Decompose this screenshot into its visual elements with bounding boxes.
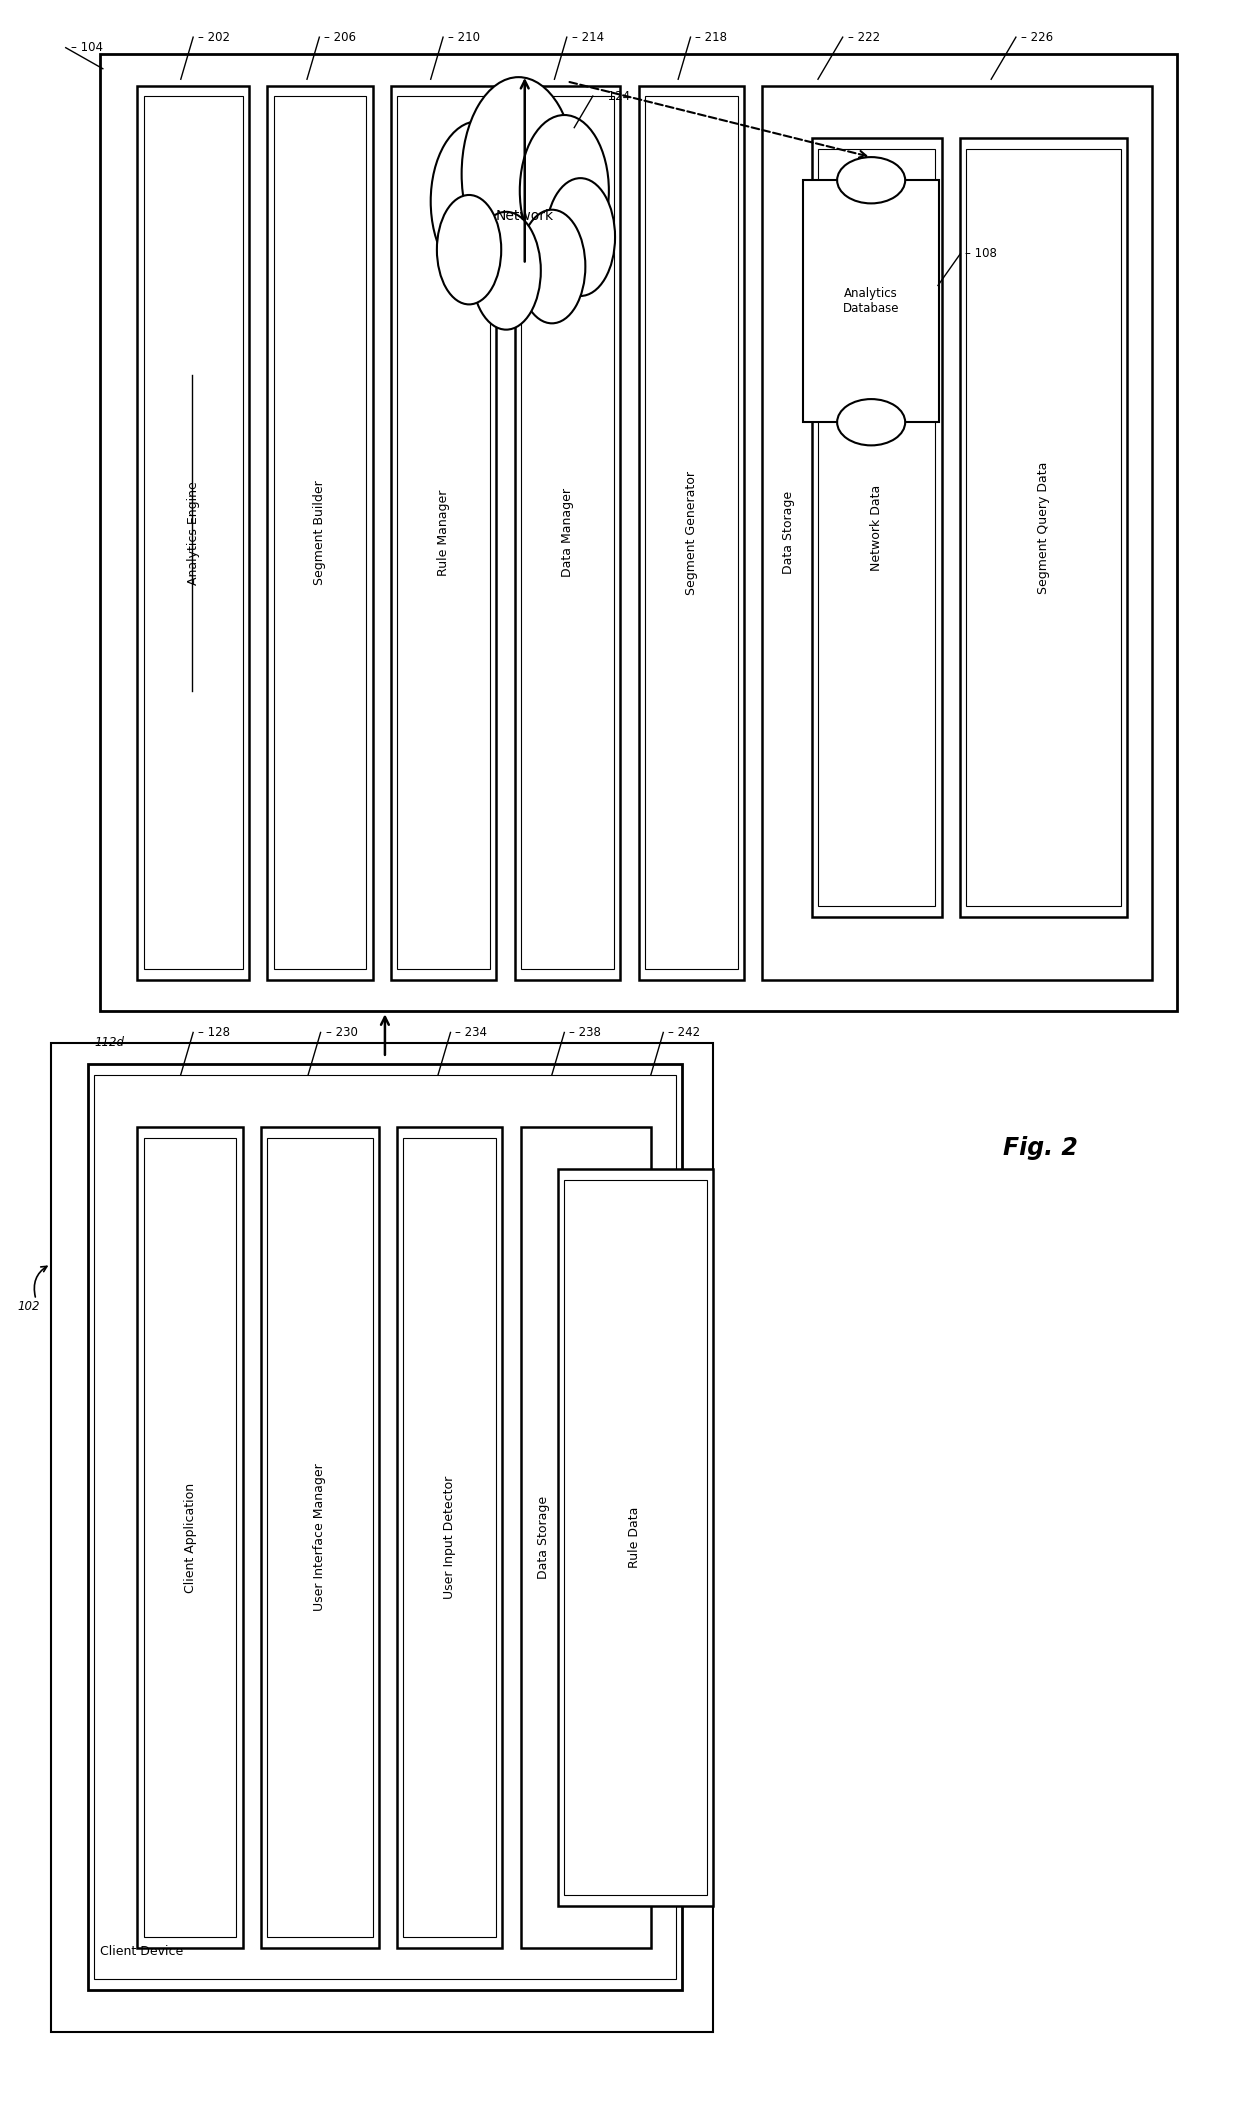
Bar <box>94 1075 676 1978</box>
Bar <box>812 139 941 917</box>
Text: – 214: – 214 <box>572 32 604 44</box>
Text: Data Storage: Data Storage <box>781 491 795 575</box>
Bar <box>144 1138 237 1936</box>
Text: Rule Data: Rule Data <box>629 1507 641 1568</box>
Text: Analytics
Database: Analytics Database <box>843 287 899 316</box>
Bar <box>268 1138 372 1936</box>
Bar <box>403 1138 496 1936</box>
Text: Segment Builder: Segment Builder <box>314 480 326 586</box>
Bar <box>391 86 496 980</box>
Text: Client Application: Client Application <box>184 1483 197 1593</box>
Text: Segment Generator: Segment Generator <box>684 470 698 594</box>
Bar <box>88 1064 682 1989</box>
Text: – 108: – 108 <box>965 247 997 261</box>
Bar <box>558 1169 713 1905</box>
Bar <box>262 1127 378 1947</box>
Circle shape <box>518 211 585 322</box>
Circle shape <box>436 196 501 303</box>
Bar <box>564 1180 707 1894</box>
Text: Data Manager: Data Manager <box>560 489 574 577</box>
Text: – 222: – 222 <box>848 32 879 44</box>
Text: User Interface Manager: User Interface Manager <box>314 1464 326 1612</box>
Text: 102: 102 <box>17 1300 40 1313</box>
Text: User Input Detector: User Input Detector <box>444 1475 456 1599</box>
Text: – 238: – 238 <box>569 1026 601 1039</box>
Bar <box>763 86 1152 980</box>
Text: – 128: – 128 <box>198 1026 231 1039</box>
Bar <box>138 86 249 980</box>
Bar <box>645 97 738 969</box>
Bar <box>51 1043 713 2031</box>
Text: 112d: 112d <box>94 1037 124 1049</box>
Text: – 234: – 234 <box>455 1026 487 1039</box>
Text: – 124: – 124 <box>598 91 630 103</box>
Bar <box>521 1127 651 1947</box>
Text: – 226: – 226 <box>1021 32 1053 44</box>
Text: Network Data: Network Data <box>870 485 883 571</box>
Text: Client Device: Client Device <box>100 1945 184 1957</box>
Text: – 218: – 218 <box>696 32 728 44</box>
Bar <box>966 150 1121 906</box>
Text: Rule Manager: Rule Manager <box>438 489 450 575</box>
Text: Analytics Engine: Analytics Engine <box>187 480 200 584</box>
Text: – 202: – 202 <box>198 32 231 44</box>
Text: – 230: – 230 <box>326 1026 357 1039</box>
Bar <box>138 1127 243 1947</box>
Circle shape <box>546 179 615 295</box>
Bar <box>521 97 614 969</box>
Circle shape <box>520 116 609 265</box>
Bar <box>818 150 935 906</box>
Text: Fig. 2: Fig. 2 <box>1003 1136 1078 1161</box>
Bar <box>397 97 490 969</box>
Text: Network: Network <box>496 209 554 223</box>
Circle shape <box>471 213 541 329</box>
Text: – 104: – 104 <box>71 42 103 55</box>
Bar <box>639 86 744 980</box>
Bar <box>268 86 372 980</box>
Circle shape <box>430 122 525 280</box>
Text: – 242: – 242 <box>668 1026 701 1039</box>
Text: Segment Query Data: Segment Query Data <box>1037 461 1050 594</box>
Bar <box>397 1127 502 1947</box>
Bar <box>960 139 1127 917</box>
Circle shape <box>461 78 575 270</box>
Ellipse shape <box>837 158 905 204</box>
Text: – 210: – 210 <box>448 32 480 44</box>
Bar <box>144 97 243 969</box>
Text: – 206: – 206 <box>325 32 356 44</box>
Bar <box>100 55 1177 1011</box>
Ellipse shape <box>837 398 905 445</box>
Bar <box>515 86 620 980</box>
Bar <box>274 97 366 969</box>
Text: Data Storage: Data Storage <box>537 1496 549 1578</box>
Bar <box>804 181 939 421</box>
